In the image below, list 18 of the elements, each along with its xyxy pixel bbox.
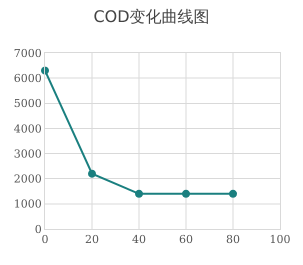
y-tick-label: 1000 [14,198,42,211]
y-tick-label: 5000 [14,97,42,110]
y-tick-label: 2000 [14,172,42,186]
x-tick-label: 40 [132,233,146,246]
point [229,190,237,198]
point [88,170,96,178]
chart-title: COD变化曲线图 [93,6,210,26]
point [182,190,190,198]
y-tick-label: 0 [34,222,42,236]
y-tick-label: 3000 [14,147,42,160]
x-tick-label: 80 [226,233,240,246]
y-tick-label: 7000 [14,46,42,60]
x-tick-label: 60 [179,233,193,246]
point [135,190,143,198]
y-tick-label: 4000 [14,122,42,136]
x-tick-label: 20 [85,233,99,246]
y-tick-label: 6000 [14,72,42,85]
x-tick-label: 100 [270,233,290,246]
